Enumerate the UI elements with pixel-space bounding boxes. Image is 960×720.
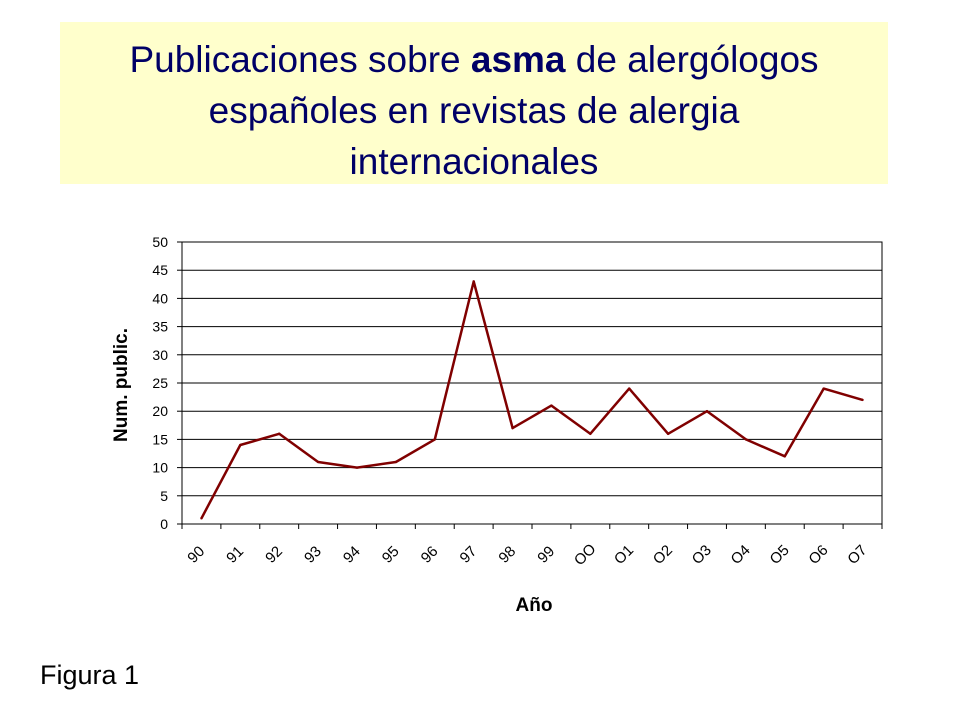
x-tick-label: O4 (728, 542, 754, 568)
data-point (472, 280, 475, 283)
y-tick-label: 30 (152, 347, 168, 363)
data-point (783, 455, 786, 458)
y-axis-label: Num. public. (111, 328, 132, 442)
y-tick-label: 45 (152, 262, 168, 278)
y-tick-label: 25 (152, 375, 168, 391)
x-tick-label: O6 (805, 542, 831, 568)
data-point (861, 398, 864, 402)
data-point (822, 387, 825, 390)
x-tick-label: 90 (184, 543, 208, 567)
data-point (705, 410, 709, 413)
y-tick-label: 50 (152, 234, 168, 250)
figure-label: Figura 1 (40, 660, 140, 690)
y-tick-label: 15 (152, 431, 168, 447)
x-tick-label: O1 (611, 542, 637, 568)
x-tick-label: O7 (844, 542, 870, 568)
x-tick-label: O2 (650, 542, 676, 568)
y-tick-label: 10 (152, 460, 168, 476)
title-prefix: Publicaciones sobre (129, 39, 471, 80)
series-line (200, 280, 863, 519)
x-tick-label: 98 (495, 543, 519, 567)
data-point (550, 404, 553, 407)
y-tick-label: 40 (152, 290, 168, 306)
title-line-3: internacionales (349, 141, 599, 182)
x-tick-label: 91 (223, 543, 247, 567)
x-tick-label: 96 (418, 543, 442, 567)
title-bold-word: asma (470, 39, 566, 80)
title-suffix: de alergólogos (565, 39, 819, 80)
y-tick-label: 35 (152, 319, 168, 335)
y-tick-label: 20 (152, 403, 168, 419)
title-line-1: Publicaciones sobre asma de alergólogos (60, 34, 888, 85)
data-point (278, 432, 281, 435)
data-point (628, 387, 631, 390)
data-point (316, 460, 320, 464)
data-point (355, 466, 359, 469)
y-tick-label: 5 (160, 488, 168, 504)
x-tick-label: 97 (457, 543, 481, 567)
data-point (433, 438, 436, 441)
data-point (744, 438, 748, 441)
data-point (200, 517, 203, 520)
title-box: Publicaciones sobre asma de alergólogos … (60, 22, 888, 184)
x-tick-label: O5 (767, 542, 793, 568)
data-point (394, 460, 398, 464)
title-line-2: españoles en revistas de alergia (208, 90, 740, 131)
x-axis-label: Año (516, 595, 553, 616)
x-tick-label: OO (571, 541, 600, 570)
data-point (511, 426, 514, 430)
y-tick-label: 0 (160, 516, 168, 532)
x-tick-label: O3 (689, 542, 715, 568)
x-tick-label: 99 (534, 543, 558, 567)
x-tick-label: 94 (340, 543, 364, 567)
data-point (239, 443, 242, 447)
data-point (666, 432, 670, 435)
x-tick-label: 95 (379, 543, 403, 567)
data-point (589, 432, 592, 435)
x-tick-label: 93 (301, 543, 325, 567)
x-tick-label: 92 (262, 543, 286, 567)
